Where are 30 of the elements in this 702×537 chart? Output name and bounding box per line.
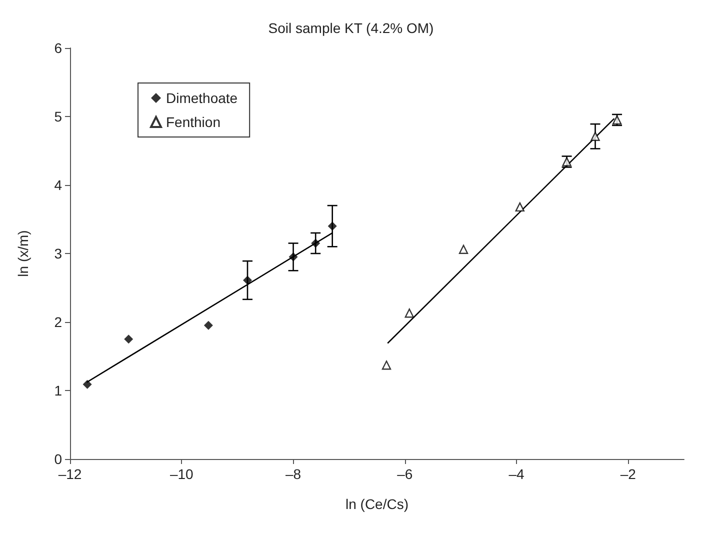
y-tick-label: 2	[54, 314, 62, 330]
point	[382, 360, 392, 370]
x-tick-label: –12	[58, 466, 82, 482]
y-tick-label: 4	[54, 177, 62, 193]
point	[590, 132, 600, 141]
point	[82, 380, 92, 389]
x-tick-label: –10	[170, 466, 194, 482]
x-tick-label: –8	[285, 466, 302, 482]
point	[311, 238, 320, 248]
y-tick-label: 0	[54, 451, 62, 467]
point	[458, 244, 468, 254]
y-axis-title: ln (x/m)	[15, 230, 31, 277]
y-tick-label: 1	[54, 382, 62, 398]
x-tick-label: –4	[508, 466, 525, 482]
point	[515, 202, 524, 212]
chart-title: Soil sample KT (4.2% OM)	[268, 20, 434, 36]
x-tick-label: –6	[397, 466, 413, 482]
y-tick-label: 3	[54, 246, 62, 262]
y-tick-label: 5	[54, 108, 62, 124]
point	[328, 222, 337, 231]
point	[243, 276, 252, 285]
point	[204, 320, 213, 330]
y-tick-label: 6	[54, 40, 62, 56]
legend-label: Dimethoate	[166, 90, 238, 106]
x-tick-label: –2	[620, 466, 636, 482]
point	[124, 334, 134, 344]
x-axis-title: ln (Ce/Cs)	[345, 496, 409, 512]
point	[288, 252, 298, 262]
legend-label: Fenthion	[166, 114, 220, 130]
point	[404, 308, 414, 318]
